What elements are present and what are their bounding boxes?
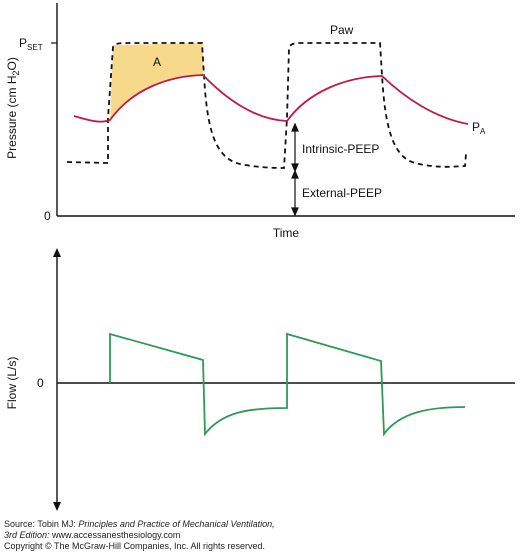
flow-y-axis-arrow-down [53,502,61,511]
flow-panel: Flow (L/s) 0 [5,248,515,511]
source-credits: Source: Tobin MJ: Principles and Practic… [4,519,275,552]
pa-label: PA [472,120,486,136]
time-axis-label: Time [273,226,300,240]
external-peep-label: External-PEEP [302,186,382,200]
credits-line-2: 3rd Edition: www.accessanesthesiology.co… [4,530,181,540]
flow-zero-tick-label: 0 [37,376,44,390]
pa-curve [73,74,469,125]
pset-tick-label: PSET [19,36,43,52]
intrinsic-peep-label: Intrinsic-PEEP [302,142,379,156]
credits-line-3: Copyright © The McGraw-Hill Companies, I… [4,541,266,551]
pressure-y-label: Pressure (cm H2O) [5,57,21,159]
pressure-panel: Pressure (cm H2O) PSET 0 Time Paw PA A I… [5,3,515,240]
pressure-zero-tick-label: 0 [44,209,51,223]
external-peep-arrow [291,169,299,217]
flow-y-label: Flow (L/s) [5,357,19,410]
paw-curve [66,42,467,169]
flow-y-axis-arrow-up [53,248,61,257]
flow-curve [109,332,466,437]
paw-label: Paw [330,23,354,37]
intrinsic-peep-arrow [291,122,299,173]
ventilation-waveform-figure: Pressure (cm H2O) PSET 0 Time Paw PA A I… [5,3,515,511]
area-a-label: A [153,55,161,69]
area-a-shading [110,43,203,120]
credits-line-1: Source: Tobin MJ: Principles and Practic… [4,519,275,529]
